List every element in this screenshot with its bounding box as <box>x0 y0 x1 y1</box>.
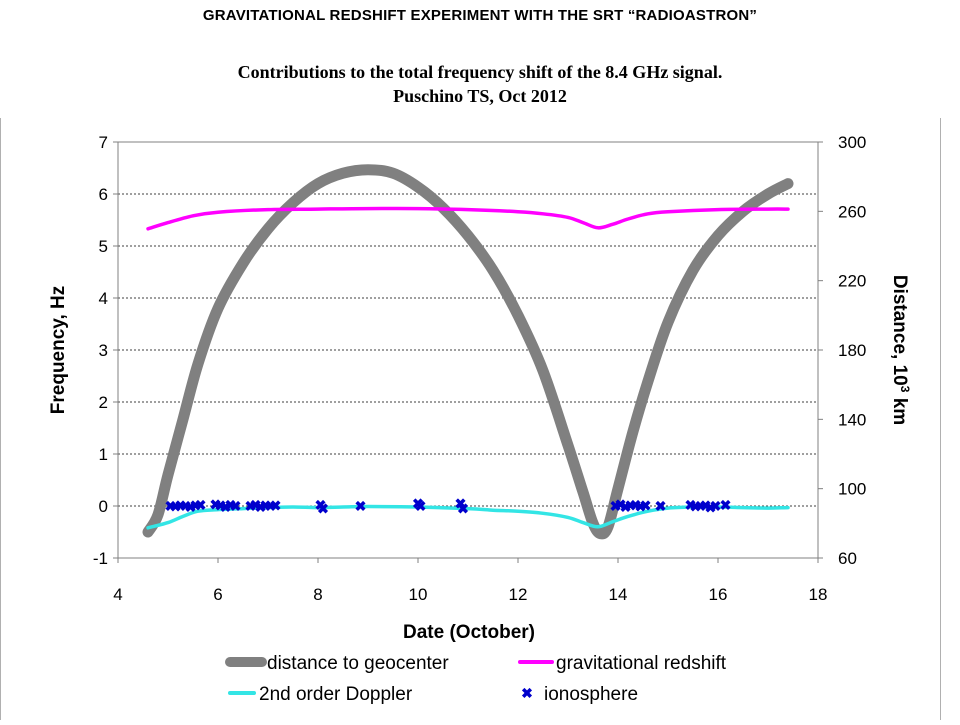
ionosphere-point: ✖ <box>317 501 329 517</box>
ionosphere-point: ✖ <box>720 497 732 513</box>
series-gravitational-redshift-line <box>146 206 790 231</box>
y2-tick-label: 140 <box>838 410 866 429</box>
ionosphere-point: ✖ <box>635 499 647 515</box>
y-tick-label: 6 <box>99 185 108 204</box>
y2-tick-label: 300 <box>838 133 866 152</box>
series-distance-to-geocenter-line <box>142 164 794 540</box>
y2-label-suffix: km <box>889 392 910 425</box>
ionosphere-point: ✖ <box>455 495 467 511</box>
y-tick-label: 1 <box>99 445 108 464</box>
ionosphere-point: ✖ <box>615 496 627 512</box>
ionosphere-point: ✖ <box>415 498 427 514</box>
ionosphere-point: ✖ <box>457 501 469 517</box>
ionosphere-point: ✖ <box>355 498 367 514</box>
ionosphere-point: ✖ <box>265 498 277 514</box>
x-axis: 4 6 8 10 12 14 16 18 <box>113 558 827 604</box>
y-axis-label-left: Frequency, Hz <box>48 286 69 414</box>
y-axis-left: -1 0 1 2 3 4 5 6 7 <box>93 133 118 568</box>
ionosphere-point: ✖ <box>710 498 722 514</box>
series-ionosphere: ✖✖✖✖✖✖✖ ✖✖✖✖✖ ✖✖✖✖✖✖ ✖✖ ✖ ✖✖ ✖✖ ✖✖✖✖✖✖✖ ✖ ✖✖✖✖✖✖✖ <box>165 495 732 516</box>
ionosphere-point: ✖ <box>315 497 327 513</box>
ionosphere-point: ✖ <box>630 497 642 513</box>
x-tick-label: 6 <box>213 585 222 604</box>
legend-label-ionosphere: ionosphere <box>544 684 638 705</box>
ionosphere-point: ✖ <box>655 498 667 514</box>
ionosphere-point: ✖ <box>620 499 632 515</box>
x-tick-label: 4 <box>113 585 122 604</box>
ionosphere-point: ✖ <box>610 498 622 514</box>
x-tick-label: 8 <box>313 585 322 604</box>
ionosphere-point: ✖ <box>640 497 652 513</box>
y2-label-main: Distance, 10 <box>889 275 910 386</box>
legend-label-gravitational: gravitational redshift <box>556 653 727 674</box>
ionosphere-point: ✖ <box>230 498 242 514</box>
ionosphere-point: ✖ <box>700 497 712 513</box>
legend-item-ionosphere: ✖ ionosphere <box>521 684 638 705</box>
legend-label-doppler: 2nd order Doppler <box>259 684 413 705</box>
slide-title: GRAVITATIONAL REDSHIFT EXPERIMENT WITH T… <box>202 7 758 24</box>
right-border <box>940 118 941 720</box>
ionosphere-point: ✖ <box>260 497 272 513</box>
ionosphere-point: ✖ <box>180 498 192 514</box>
ionosphere-point: ✖ <box>185 499 197 515</box>
x-tick-label: 12 <box>509 585 528 604</box>
y-tick-label: 4 <box>99 289 108 308</box>
ionosphere-point: ✖ <box>210 496 222 512</box>
ionosphere-point: ✖ <box>250 497 262 513</box>
x-tick-label: 14 <box>609 585 628 604</box>
y2-tick-label: 220 <box>838 272 866 291</box>
ionosphere-point: ✖ <box>705 500 717 516</box>
y2-label-sup: 3 <box>898 386 912 393</box>
y-tick-label: 7 <box>99 133 108 152</box>
chart-title-line-1: Contributions to the total frequency shi… <box>237 62 723 82</box>
ionosphere-point: ✖ <box>225 497 237 513</box>
ionosphere-point: ✖ <box>245 498 257 514</box>
ionosphere-point: ✖ <box>690 499 702 515</box>
ionosphere-point: ✖ <box>412 495 424 511</box>
ionosphere-point: ✖ <box>625 497 637 513</box>
ionosphere-point: ✖ <box>190 497 202 513</box>
legend-item-distance: distance to geocenter <box>225 653 449 674</box>
x-tick-label: 16 <box>709 585 728 604</box>
y2-tick-label: 260 <box>838 202 866 221</box>
ionosphere-point: ✖ <box>195 497 207 513</box>
legend-swatch-ionosphere: ✖ <box>521 685 533 701</box>
legend-item-gravitational: gravitational redshift <box>518 653 727 674</box>
ionosphere-point: ✖ <box>215 497 227 513</box>
legend-label-distance: distance to geocenter <box>267 653 449 674</box>
y-tick-label: -1 <box>93 549 108 568</box>
ionosphere-point: ✖ <box>270 497 282 513</box>
ionosphere-point: ✖ <box>220 499 232 515</box>
y2-tick-label: 60 <box>838 549 857 568</box>
ionosphere-point: ✖ <box>695 498 707 514</box>
y-tick-label: 3 <box>99 341 108 360</box>
x-tick-label: 10 <box>409 585 428 604</box>
chart-title-line-2: Puschino TS, Oct 2012 <box>393 86 567 106</box>
chart-title: Contributions to the total frequency shi… <box>0 60 960 108</box>
y-axis-right: 60 100 140 180 220 260 300 <box>818 133 866 568</box>
y2-tick-label: 180 <box>838 341 866 360</box>
grid-lines <box>118 141 818 559</box>
y-tick-label: 5 <box>99 237 108 256</box>
y-tick-label: 0 <box>99 497 108 516</box>
ionosphere-point: ✖ <box>175 497 187 513</box>
ionosphere-point: ✖ <box>255 499 267 515</box>
y2-tick-label: 100 <box>838 480 866 499</box>
ionosphere-point: ✖ <box>685 497 697 513</box>
y-axis-label-right: Distance, 103 km <box>889 275 912 425</box>
ionosphere-point: ✖ <box>165 498 177 514</box>
chart-container: -1 0 1 2 3 4 5 6 7 60 100 140 180 220 260 300 4 6 8 10 12 1… <box>0 118 960 720</box>
x-axis-label: Date (October) <box>403 622 535 643</box>
legend: distance to geocenter gravitational reds… <box>225 653 727 705</box>
series-layer: ✖✖✖✖✖✖✖ ✖✖✖✖✖ ✖✖✖✖✖✖ ✖✖ ✖ ✖✖ ✖✖ ✖✖✖✖✖✖✖ ✖ ✖✖✖✖✖✖✖ <box>142 164 794 540</box>
slide-header: GRAVITATIONAL REDSHIFT EXPERIMENT WITH T… <box>0 0 960 120</box>
ionosphere-point: ✖ <box>170 499 182 515</box>
x-tick-label: 18 <box>809 585 828 604</box>
y-tick-label: 2 <box>99 393 108 412</box>
legend-item-doppler: 2nd order Doppler <box>228 684 413 705</box>
left-border <box>0 118 1 720</box>
series-2nd-order-doppler-line <box>146 504 790 530</box>
